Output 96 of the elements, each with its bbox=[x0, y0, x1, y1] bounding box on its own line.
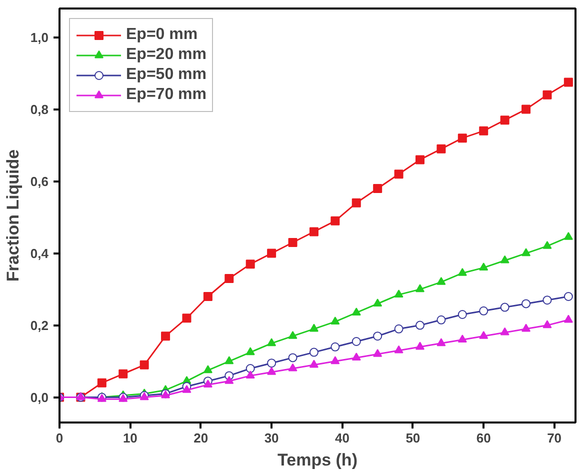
point bbox=[415, 155, 424, 164]
x-tick-label: 0 bbox=[56, 430, 64, 446]
legend-label: Ep=70 mm bbox=[126, 86, 206, 104]
point bbox=[479, 306, 488, 316]
x-tick-label: 20 bbox=[194, 430, 208, 446]
point bbox=[458, 310, 467, 319]
point bbox=[161, 332, 170, 341]
point bbox=[246, 347, 255, 356]
point bbox=[415, 342, 424, 350]
point bbox=[415, 320, 424, 330]
point bbox=[352, 198, 361, 208]
point bbox=[522, 324, 531, 332]
point bbox=[436, 338, 446, 346]
point bbox=[288, 238, 298, 247]
point bbox=[394, 345, 404, 354]
point bbox=[373, 298, 382, 307]
point bbox=[458, 268, 467, 276]
point bbox=[522, 299, 531, 308]
point bbox=[564, 232, 573, 240]
point bbox=[458, 134, 467, 143]
x-tick-label: 40 bbox=[335, 430, 350, 446]
point bbox=[203, 380, 212, 388]
y-tick-label: 1,0 bbox=[30, 30, 49, 45]
point bbox=[564, 314, 573, 323]
point bbox=[246, 260, 255, 269]
legend-label: Ep=50 mm bbox=[126, 66, 206, 84]
point bbox=[288, 330, 298, 339]
point bbox=[394, 324, 404, 334]
point bbox=[288, 363, 298, 372]
point bbox=[458, 334, 467, 343]
point bbox=[224, 376, 234, 384]
point bbox=[352, 352, 361, 361]
point bbox=[203, 292, 212, 301]
y-tick-label: 0,6 bbox=[30, 174, 49, 189]
point bbox=[330, 342, 340, 352]
point bbox=[542, 90, 552, 100]
point bbox=[500, 302, 510, 312]
point bbox=[330, 356, 340, 364]
point bbox=[203, 365, 212, 374]
y-tick-label: 0,8 bbox=[30, 102, 49, 117]
point bbox=[267, 358, 276, 368]
point bbox=[267, 366, 276, 375]
point bbox=[373, 348, 382, 357]
x-tick-label: 10 bbox=[122, 430, 138, 446]
point bbox=[182, 384, 192, 393]
point bbox=[542, 240, 552, 249]
point bbox=[246, 370, 255, 379]
y-tick-label: 0,0 bbox=[30, 390, 49, 405]
point bbox=[140, 360, 149, 370]
point bbox=[564, 78, 573, 87]
point bbox=[479, 330, 488, 339]
point bbox=[415, 284, 424, 292]
point bbox=[330, 216, 340, 226]
x-tick-label: 70 bbox=[547, 430, 562, 446]
point bbox=[267, 338, 276, 346]
x-tick-label: 30 bbox=[264, 430, 279, 446]
point bbox=[394, 290, 404, 298]
y-tick-label: 0,2 bbox=[30, 318, 49, 333]
point bbox=[542, 320, 552, 328]
legend-label: Ep=0 mm bbox=[126, 26, 198, 44]
point bbox=[97, 378, 106, 388]
point bbox=[436, 144, 446, 154]
point bbox=[267, 248, 276, 258]
point bbox=[246, 364, 255, 373]
x-axis-title: Temps (h) bbox=[278, 450, 358, 470]
point bbox=[309, 348, 318, 357]
x-tick-label: 60 bbox=[476, 430, 491, 446]
point bbox=[479, 126, 488, 136]
point bbox=[330, 316, 340, 325]
point bbox=[373, 184, 382, 193]
point bbox=[479, 262, 488, 271]
legend-label: Ep=20 mm bbox=[126, 46, 206, 64]
y-axis-title: Fraction Liquide bbox=[3, 149, 22, 282]
point bbox=[309, 227, 318, 236]
point bbox=[224, 356, 234, 364]
point bbox=[542, 296, 552, 305]
point bbox=[394, 170, 404, 179]
point bbox=[309, 360, 318, 368]
point bbox=[522, 104, 531, 114]
point bbox=[500, 116, 510, 125]
point bbox=[373, 332, 382, 341]
point bbox=[309, 324, 318, 332]
point bbox=[500, 327, 510, 336]
y-tick-label: 0,4 bbox=[30, 246, 50, 261]
point bbox=[118, 369, 128, 378]
point bbox=[522, 248, 531, 256]
point bbox=[352, 308, 361, 316]
point bbox=[288, 353, 298, 362]
point bbox=[500, 255, 510, 264]
point bbox=[182, 314, 192, 323]
x-tick-label: 50 bbox=[406, 430, 420, 446]
point bbox=[436, 276, 446, 285]
point bbox=[352, 337, 361, 346]
point bbox=[436, 315, 446, 324]
point bbox=[564, 292, 573, 301]
point bbox=[224, 274, 234, 283]
